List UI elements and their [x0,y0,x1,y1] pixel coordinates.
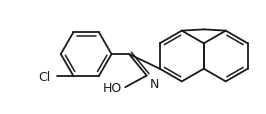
Text: HO: HO [103,81,122,94]
Text: Cl: Cl [38,70,50,83]
Text: N: N [149,78,159,91]
